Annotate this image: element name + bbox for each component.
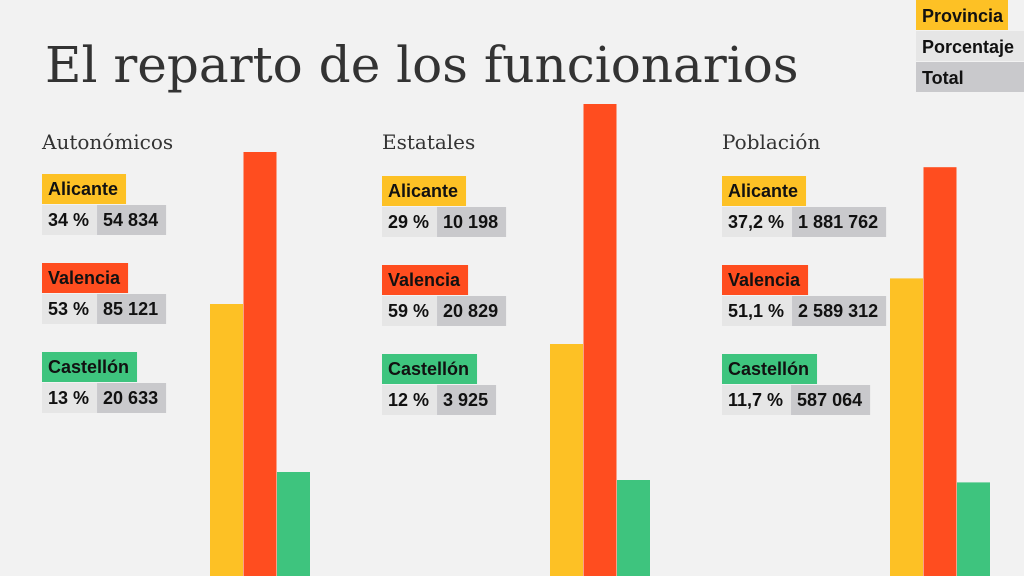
province-label: Castellón — [388, 359, 469, 379]
province-label-box — [42, 174, 127, 204]
percent-label: 13 % — [48, 388, 89, 408]
total-label-box — [97, 205, 167, 235]
percent-label: 34 % — [48, 210, 89, 230]
bar — [243, 152, 277, 576]
percent-label-box — [42, 205, 98, 235]
bar — [923, 167, 957, 576]
province-label-box — [722, 265, 809, 295]
percent-label-box — [382, 296, 438, 326]
percent-label: 11,7 % — [728, 390, 783, 410]
total-label: 587 064 — [797, 390, 862, 410]
panel-title: Autonómicos — [41, 130, 173, 154]
panel-title: Estatales — [382, 130, 475, 154]
total-label: 1 881 762 — [798, 212, 878, 232]
percent-label-box — [382, 207, 438, 237]
province-label: Alicante — [728, 181, 798, 201]
total-label-box — [792, 207, 887, 237]
province-label-box — [722, 354, 818, 384]
bar — [890, 278, 923, 576]
percent-label-box — [42, 294, 98, 324]
percent-label-box — [42, 383, 98, 413]
legend-label: Provincia — [922, 6, 1004, 26]
percent-label-box — [722, 296, 793, 326]
province-label: Valencia — [388, 270, 461, 290]
total-label: 10 198 — [443, 212, 498, 232]
province-label: Valencia — [48, 268, 121, 288]
total-label: 3 925 — [443, 390, 488, 410]
total-label: 2 589 312 — [798, 301, 878, 321]
panel-title: Población — [722, 130, 820, 154]
bar — [210, 304, 243, 576]
percent-label-box — [722, 385, 792, 415]
province-label: Alicante — [48, 179, 118, 199]
legend-label: Porcentaje — [922, 37, 1014, 57]
total-label-box — [792, 296, 887, 326]
bar — [583, 104, 617, 576]
bar — [550, 344, 583, 576]
page-title: El reparto de los funcionarios — [45, 36, 799, 94]
province-label-box — [722, 176, 807, 206]
legend-swatch — [916, 62, 1024, 92]
bar — [277, 472, 310, 576]
total-label-box — [437, 385, 497, 415]
total-label-box — [437, 296, 507, 326]
bar — [617, 480, 650, 576]
percent-label-box — [722, 207, 793, 237]
province-label-box — [42, 352, 138, 382]
percent-label-box — [382, 385, 438, 415]
province-label-box — [382, 354, 478, 384]
province-label: Castellón — [728, 359, 809, 379]
total-label: 20 829 — [443, 301, 498, 321]
legend-swatch — [916, 0, 1008, 30]
total-label-box — [791, 385, 871, 415]
province-label: Castellón — [48, 357, 129, 377]
total-label: 85 121 — [103, 299, 158, 319]
percent-label: 53 % — [48, 299, 89, 319]
bar — [957, 482, 990, 576]
total-label-box — [97, 294, 167, 324]
total-label-box — [437, 207, 507, 237]
province-label: Valencia — [728, 270, 801, 290]
percent-label: 29 % — [388, 212, 429, 232]
total-label-box — [97, 383, 167, 413]
total-label: 54 834 — [103, 210, 158, 230]
total-label: 20 633 — [103, 388, 158, 408]
percent-label: 51,1 % — [728, 301, 784, 321]
legend-label: Total — [922, 68, 964, 88]
percent-label: 59 % — [388, 301, 429, 321]
percent-label: 37,2 % — [728, 212, 784, 232]
province-label: Alicante — [388, 181, 458, 201]
legend-swatch — [916, 31, 1024, 61]
province-label-box — [42, 263, 129, 293]
province-label-box — [382, 265, 469, 295]
province-label-box — [382, 176, 467, 206]
percent-label: 12 % — [388, 390, 429, 410]
